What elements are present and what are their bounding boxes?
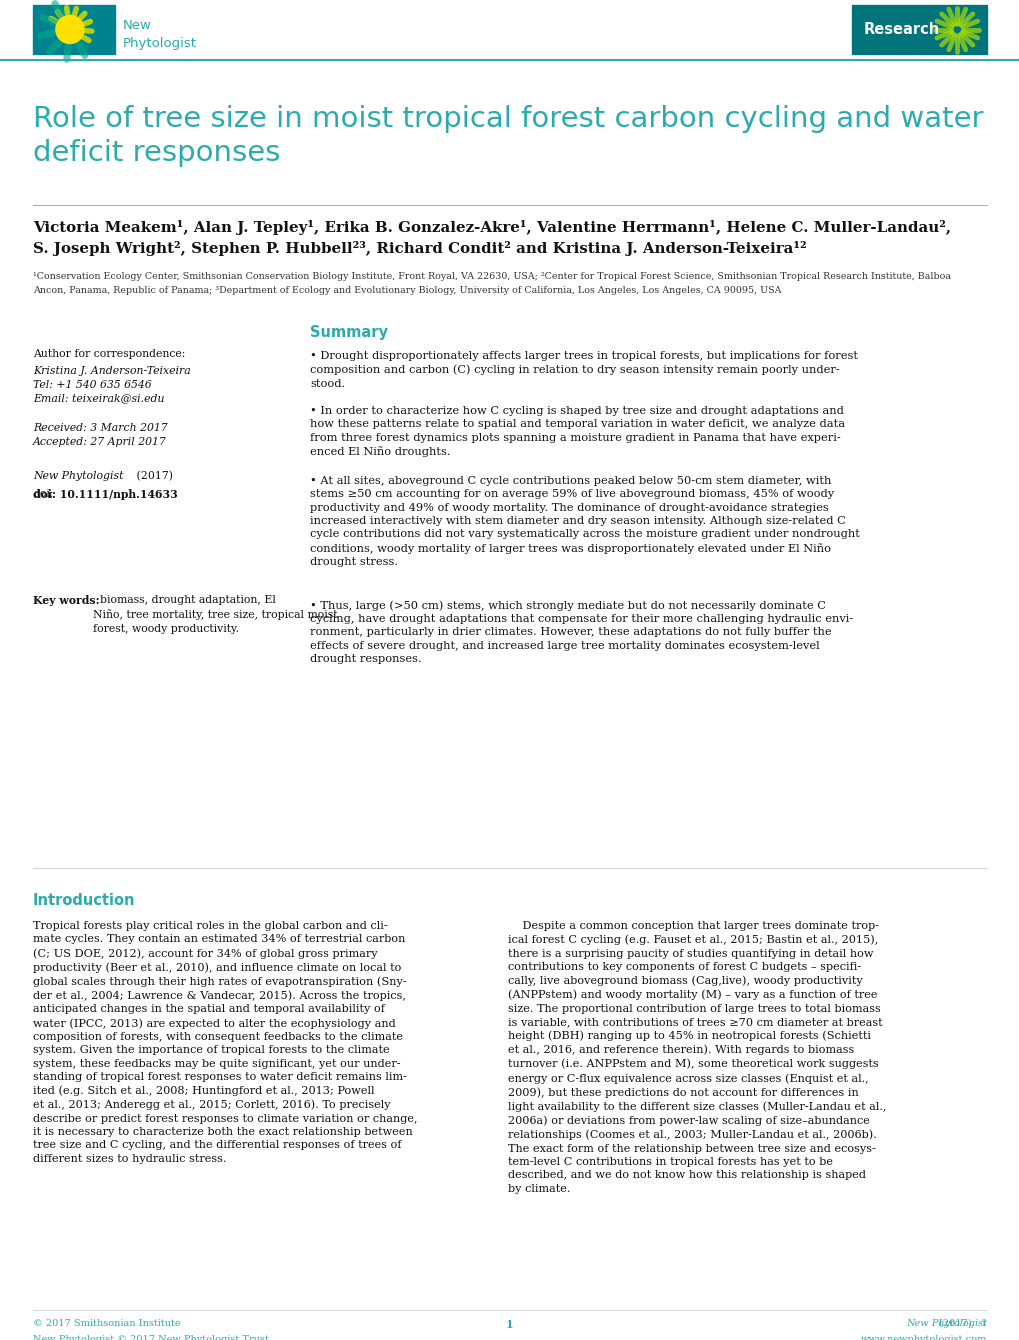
Text: • In order to characterize how C cycling is shaped by tree size and drought adap: • In order to characterize how C cycling… [310,406,845,457]
Text: • At all sites, aboveground C cycle contributions peaked below 50-cm stem diamet: • At all sites, aboveground C cycle cont… [310,476,859,567]
Text: Research: Research [863,21,940,38]
Text: New Phytologist © 2017 New Phytologist Trust: New Phytologist © 2017 New Phytologist T… [33,1335,269,1340]
Bar [851,5,986,54]
Circle shape [56,16,84,43]
Text: New Phytologist: New Phytologist [905,1319,986,1328]
Text: Received: 3 March 2017
Accepted: 27 April 2017: Received: 3 March 2017 Accepted: 27 Apri… [33,423,167,446]
Text: ¹Conservation Ecology Center, Smithsonian Conservation Biology Institute, Front : ¹Conservation Ecology Center, Smithsonia… [33,272,950,281]
Bar [0,1,1019,58]
Text: Phytologist: Phytologist [123,38,197,50]
Text: Despite a common conception that larger trees dominate trop-
ical forest C cycli: Despite a common conception that larger … [507,921,886,1194]
Text: Key words:  biomass, drought adaptation, El
Niño, tree mortality, tree size, tro: Key words: biomass, drought adaptation, … [33,595,277,634]
Text: biomass, drought adaptation, El
Niño, tree mortality, tree size, tropical moist
: biomass, drought adaptation, El Niño, tr… [93,595,337,634]
Text: Tropical forests play critical roles in the global carbon and cli-
mate cycles. : Tropical forests play critical roles in … [33,921,417,1163]
Text: © 2017 Smithsonian Institute: © 2017 Smithsonian Institute [33,1319,180,1328]
Bar [33,5,115,54]
Text: Summary: Summary [310,326,387,340]
Text: Role of tree size in moist tropical forest carbon cycling and water
deficit resp: Role of tree size in moist tropical fore… [33,105,982,166]
Text: • Thus, large (>50 cm) stems, which strongly mediate but do not necessarily domi: • Thus, large (>50 cm) stems, which stro… [310,600,853,665]
Text: doi:: doi: [33,489,53,498]
Text: New: New [123,19,152,32]
Text: • Drought disproportionately affects larger trees in tropical forests, but impli: • Drought disproportionately affects lar… [310,351,857,389]
Text: 1: 1 [505,1319,514,1331]
Text: Kristina J. Anderson-Teixeira
Tel: +1 540 635 6546
Email: teixeirak@si.edu: Kristina J. Anderson-Teixeira Tel: +1 54… [33,366,191,403]
Text: New Phytologist: New Phytologist [33,470,123,481]
Text: Victoria Meakem¹, Alan J. Tepley¹, Erika B. Gonzalez-Akre¹, Valentine Herrmann¹,: Victoria Meakem¹, Alan J. Tepley¹, Erika… [33,220,950,234]
Text: doi: 10.1111/nph.14633: doi: 10.1111/nph.14633 [33,489,177,500]
Text: Key words:: Key words: [33,595,100,606]
Text: Author for correspondence:: Author for correspondence: [33,348,185,359]
Text: S. Joseph Wright², Stephen P. Hubbell²³, Richard Condit² and Kristina J. Anderso: S. Joseph Wright², Stephen P. Hubbell²³,… [33,241,806,256]
Text: Ancon, Panama, Republic of Panama; ³Department of Ecology and Evolutionary Biolo: Ancon, Panama, Republic of Panama; ³Depa… [33,285,781,295]
Text: (2017): (2017) [132,470,173,481]
Text: (2017)   1: (2017) 1 [888,1319,986,1328]
Text: Introduction: Introduction [33,892,136,909]
Text: www.newphytologist.com: www.newphytologist.com [860,1335,986,1340]
